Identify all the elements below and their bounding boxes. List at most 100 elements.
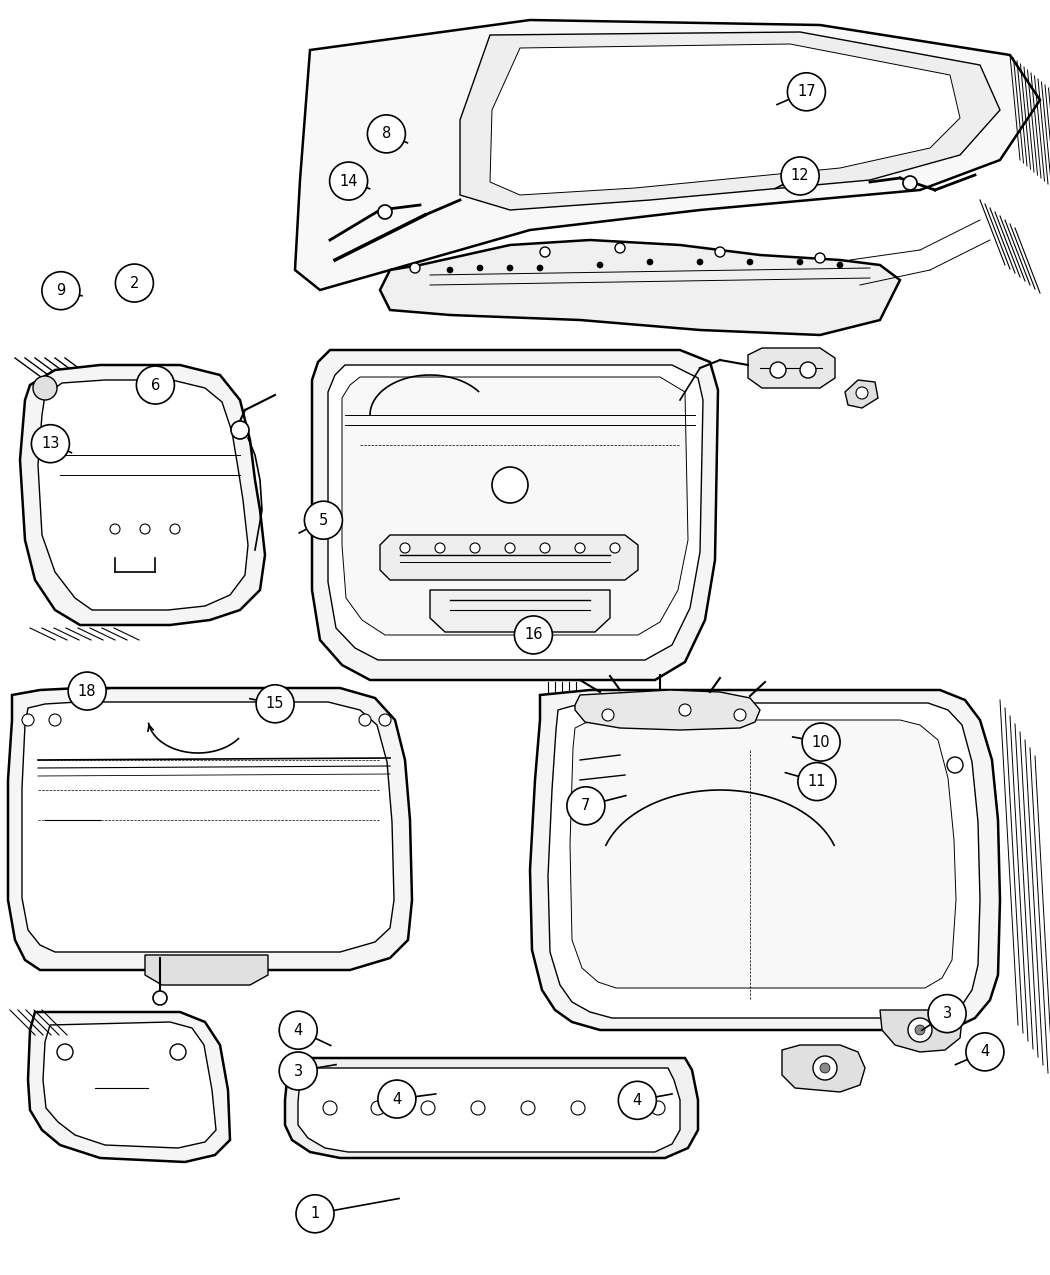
Circle shape: [770, 362, 786, 377]
Text: 13: 13: [41, 436, 60, 451]
Circle shape: [136, 366, 174, 404]
FancyBboxPatch shape: [130, 796, 195, 843]
Circle shape: [908, 1017, 932, 1042]
Circle shape: [32, 425, 69, 463]
Circle shape: [68, 672, 106, 710]
Circle shape: [304, 501, 342, 539]
Text: 4: 4: [294, 1023, 302, 1038]
FancyBboxPatch shape: [528, 1080, 568, 1099]
Polygon shape: [548, 703, 980, 1017]
Circle shape: [966, 1033, 1004, 1071]
Polygon shape: [20, 365, 265, 625]
Circle shape: [470, 543, 480, 553]
Polygon shape: [570, 720, 956, 988]
Text: 17: 17: [797, 84, 816, 99]
Text: 3: 3: [294, 1063, 302, 1079]
Circle shape: [410, 263, 420, 273]
Polygon shape: [28, 1012, 230, 1162]
Circle shape: [540, 247, 550, 258]
Text: 7: 7: [582, 798, 590, 813]
Text: 4: 4: [393, 1091, 401, 1107]
Circle shape: [471, 1102, 485, 1116]
Circle shape: [928, 994, 966, 1033]
Circle shape: [477, 265, 483, 272]
Circle shape: [33, 376, 57, 400]
Circle shape: [400, 543, 410, 553]
Circle shape: [781, 157, 819, 195]
Text: 12: 12: [791, 168, 810, 184]
Circle shape: [330, 162, 367, 200]
Polygon shape: [328, 365, 704, 660]
Circle shape: [378, 205, 392, 219]
Circle shape: [359, 714, 371, 725]
Circle shape: [153, 991, 167, 1005]
FancyBboxPatch shape: [35, 798, 110, 843]
Circle shape: [507, 265, 513, 272]
Circle shape: [856, 388, 868, 399]
Circle shape: [521, 1102, 536, 1116]
Circle shape: [231, 421, 249, 439]
Circle shape: [837, 261, 843, 268]
Circle shape: [256, 685, 294, 723]
Circle shape: [140, 524, 150, 534]
Polygon shape: [530, 690, 1000, 1030]
Polygon shape: [312, 351, 718, 680]
Circle shape: [610, 543, 620, 553]
Circle shape: [540, 543, 550, 553]
Circle shape: [602, 709, 614, 720]
Polygon shape: [145, 955, 268, 986]
Text: 14: 14: [339, 173, 358, 189]
Circle shape: [798, 762, 836, 801]
Circle shape: [788, 73, 825, 111]
Ellipse shape: [80, 1067, 160, 1109]
Text: 1: 1: [311, 1206, 319, 1221]
Text: 3: 3: [943, 1006, 951, 1021]
Circle shape: [323, 1102, 337, 1116]
Polygon shape: [43, 1023, 216, 1148]
Circle shape: [647, 259, 653, 265]
FancyBboxPatch shape: [665, 1058, 685, 1077]
Circle shape: [49, 714, 61, 725]
Circle shape: [915, 1025, 925, 1035]
FancyBboxPatch shape: [215, 798, 290, 843]
Circle shape: [505, 543, 514, 553]
Circle shape: [296, 1195, 334, 1233]
Text: 2: 2: [130, 275, 139, 291]
Polygon shape: [38, 380, 248, 609]
Text: 16: 16: [524, 627, 543, 643]
Text: 9: 9: [57, 283, 65, 298]
FancyBboxPatch shape: [433, 1080, 472, 1099]
Circle shape: [813, 1056, 837, 1080]
Circle shape: [170, 1044, 186, 1060]
Text: 11: 11: [807, 774, 826, 789]
FancyBboxPatch shape: [72, 497, 233, 555]
FancyBboxPatch shape: [98, 516, 202, 542]
Circle shape: [447, 266, 453, 273]
Polygon shape: [748, 348, 835, 388]
Polygon shape: [295, 20, 1040, 289]
Circle shape: [679, 704, 691, 717]
Circle shape: [815, 252, 825, 263]
Circle shape: [492, 467, 528, 504]
Circle shape: [116, 264, 153, 302]
Circle shape: [279, 1052, 317, 1090]
Circle shape: [618, 1081, 656, 1119]
Circle shape: [435, 543, 445, 553]
Text: 10: 10: [812, 734, 831, 750]
Polygon shape: [22, 703, 394, 952]
Circle shape: [747, 259, 753, 265]
FancyBboxPatch shape: [345, 1058, 365, 1077]
Circle shape: [537, 265, 543, 272]
Polygon shape: [285, 1058, 698, 1158]
Circle shape: [279, 1011, 317, 1049]
Text: 5: 5: [319, 513, 328, 528]
Polygon shape: [880, 1010, 962, 1052]
Circle shape: [621, 1102, 635, 1116]
Text: 4: 4: [633, 1093, 642, 1108]
FancyBboxPatch shape: [630, 1058, 650, 1077]
FancyBboxPatch shape: [302, 1058, 322, 1077]
Circle shape: [615, 244, 625, 252]
Circle shape: [22, 714, 34, 725]
FancyBboxPatch shape: [338, 1080, 378, 1099]
Circle shape: [820, 1063, 830, 1074]
